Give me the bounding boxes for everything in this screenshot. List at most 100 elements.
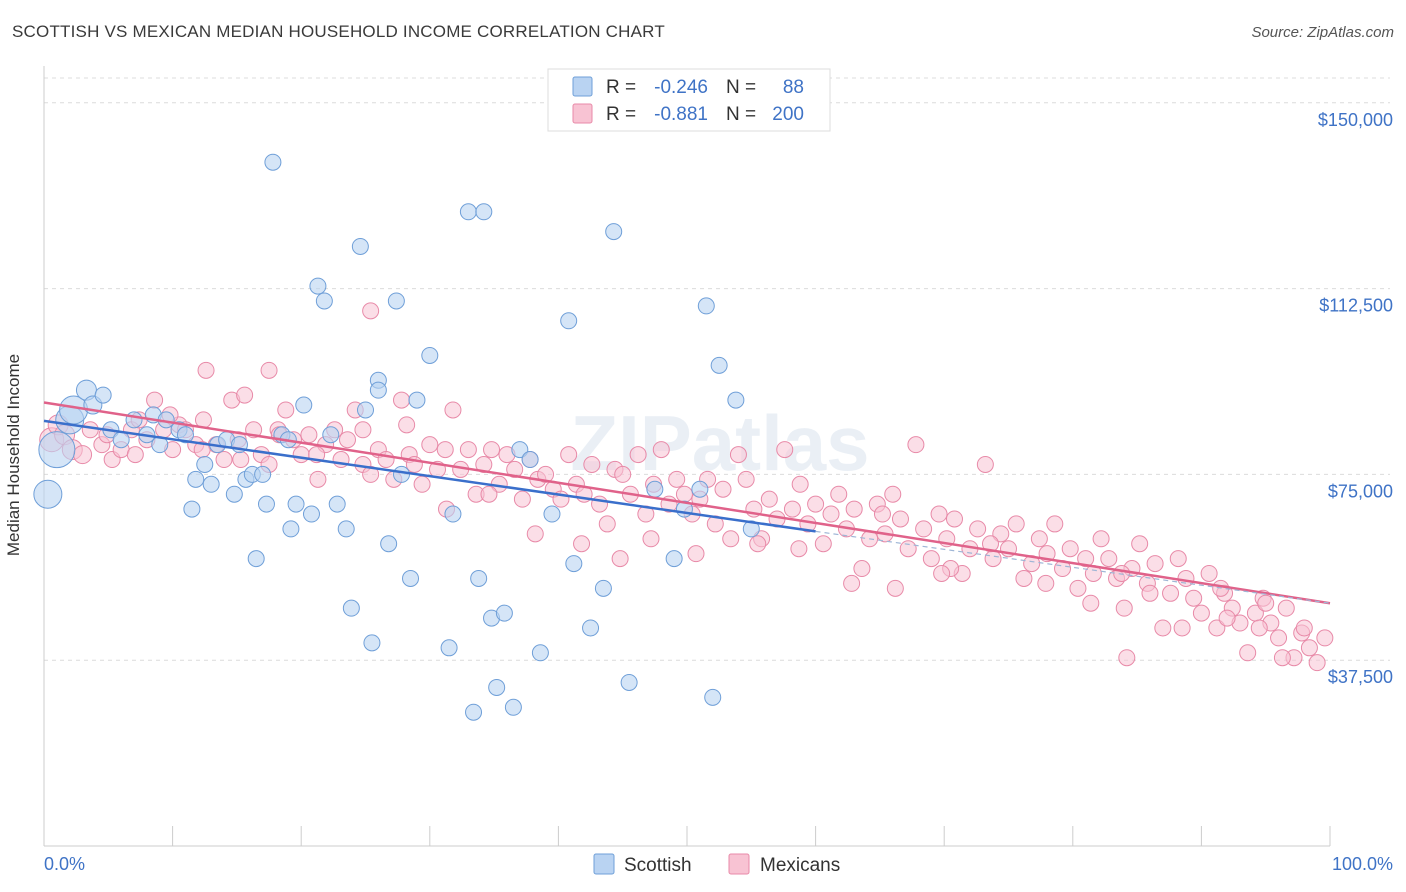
mexicans-point xyxy=(354,421,372,439)
mexicans-point xyxy=(1113,564,1131,582)
scottish-point xyxy=(459,203,477,221)
mexicans-point xyxy=(475,455,493,473)
x-tick-label-start: 0.0% xyxy=(44,854,85,874)
scottish-point xyxy=(697,297,715,315)
mexicans-point xyxy=(1257,594,1275,612)
mexicans-point xyxy=(1037,574,1055,592)
mexicans-point xyxy=(537,465,555,483)
scottish-point xyxy=(594,579,612,597)
mexicans-point xyxy=(611,550,629,568)
mexicans-point xyxy=(922,550,940,568)
scottish-point xyxy=(543,505,561,523)
mexicans-point xyxy=(444,401,462,419)
mexicans-point xyxy=(886,579,904,597)
legend-r-value: -0.881 xyxy=(654,104,708,125)
scottish-point xyxy=(605,223,623,241)
scottish-point xyxy=(287,495,305,513)
scottish-point xyxy=(202,475,220,493)
y-tick-label: $150,000 xyxy=(1318,110,1393,130)
mexicans-point xyxy=(1185,589,1203,607)
scottish-point xyxy=(282,520,300,538)
mexicans-point xyxy=(907,436,925,454)
scottish-point xyxy=(531,644,549,662)
mexicans-point xyxy=(260,361,278,379)
mexicans-point xyxy=(1200,564,1218,582)
scottish-point xyxy=(380,535,398,553)
mexicans-point xyxy=(436,441,454,459)
mexicans-point xyxy=(891,510,909,528)
mexicans-point xyxy=(884,485,902,503)
mexicans-point xyxy=(421,436,439,454)
scottish-point xyxy=(302,505,320,523)
bottom-legend-swatch xyxy=(728,853,750,875)
mexicans-point xyxy=(807,495,825,513)
mexicans-point xyxy=(933,564,951,582)
scottish-point xyxy=(511,441,529,459)
mexicans-point xyxy=(675,485,693,503)
scottish-point xyxy=(665,550,683,568)
mexicans-point xyxy=(1131,535,1149,553)
mexicans-point xyxy=(506,460,524,478)
scottish-point xyxy=(727,391,745,409)
mexicans-point xyxy=(814,535,832,553)
mexicans-point xyxy=(1273,649,1291,667)
scottish-point xyxy=(440,639,458,657)
scottish-point xyxy=(363,634,381,652)
mexicans-point xyxy=(1118,649,1136,667)
x-tick-label-end: 100.0% xyxy=(1332,854,1393,874)
mexicans-point xyxy=(1030,530,1048,548)
mexicans-point xyxy=(1154,619,1172,637)
mexicans-point xyxy=(236,386,254,404)
mexicans-point xyxy=(1082,594,1100,612)
scottish-point xyxy=(408,391,426,409)
legend-n-value: 88 xyxy=(783,77,804,98)
mexicans-point xyxy=(822,505,840,523)
mexicans-point xyxy=(338,431,356,449)
scottish-point xyxy=(521,451,539,469)
scottish-point xyxy=(125,411,143,429)
scottish-point xyxy=(254,465,272,483)
mexicans-point xyxy=(1192,604,1210,622)
mexicans-point xyxy=(1169,550,1187,568)
scottish-point xyxy=(704,688,722,706)
scottish-point xyxy=(187,470,205,488)
scottish-point xyxy=(402,569,420,587)
mexicans-point xyxy=(760,490,778,508)
scottish-point xyxy=(470,569,488,587)
scottish-point xyxy=(33,479,63,509)
mexicans-point xyxy=(513,490,531,508)
scottish-point xyxy=(369,381,387,399)
mexicans-point xyxy=(232,451,250,469)
mexicans-point xyxy=(945,510,963,528)
mexicans-point xyxy=(843,574,861,592)
mexicans-point xyxy=(984,550,1002,568)
chart-title: SCOTTISH VS MEXICAN MEDIAN HOUSEHOLD INC… xyxy=(12,22,665,41)
scottish-point xyxy=(393,465,411,483)
legend-r-value: -0.246 xyxy=(654,77,708,98)
mexicans-point xyxy=(277,401,295,419)
scottish-point xyxy=(328,495,346,513)
mexicans-point xyxy=(1277,599,1295,617)
scottish-trend-line xyxy=(43,419,816,533)
mexicans-point xyxy=(737,470,755,488)
scottish-point xyxy=(247,550,265,568)
legend-swatch xyxy=(572,76,593,97)
mexicans-point xyxy=(362,302,380,320)
mexicans-point xyxy=(652,441,670,459)
mexicans-point xyxy=(981,535,999,553)
scottish-point xyxy=(264,153,282,171)
scottish-point xyxy=(742,520,760,538)
mexicans-point xyxy=(1141,584,1159,602)
scottish-point xyxy=(488,678,506,696)
legend-r-label: R = xyxy=(606,104,636,125)
mexicans-point xyxy=(687,545,705,563)
mexicans-point xyxy=(668,470,686,488)
mexicans-point xyxy=(1115,599,1133,617)
scottish-point xyxy=(225,485,243,503)
mexicans-point xyxy=(1173,619,1191,637)
mexicans-point xyxy=(830,485,848,503)
mexicans-point xyxy=(976,455,994,473)
mexicans-point xyxy=(1308,654,1326,672)
mexicans-point xyxy=(642,530,660,548)
